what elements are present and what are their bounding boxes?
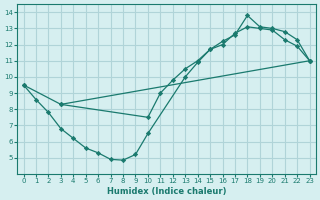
X-axis label: Humidex (Indice chaleur): Humidex (Indice chaleur) (107, 187, 226, 196)
